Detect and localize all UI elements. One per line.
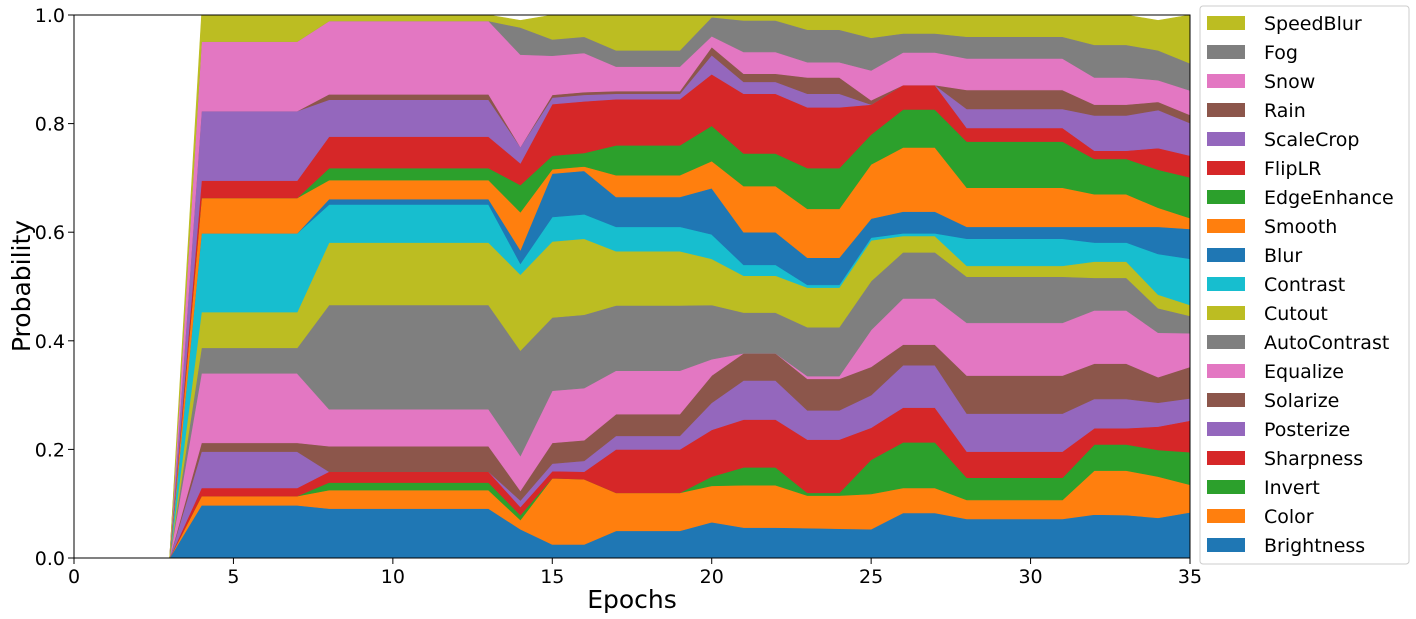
legend-label: Rain: [1264, 100, 1306, 122]
legend-frame: [1199, 5, 1410, 565]
x-tick-label: 0: [68, 566, 80, 588]
legend-swatch: [1207, 393, 1245, 407]
legend-swatch: [1207, 161, 1245, 175]
y-axis: 0.0 0.2 0.4 0.6 0.8 1.0: [35, 5, 74, 570]
legend-swatch: [1207, 480, 1245, 494]
legend: SpeedBlur Fog Snow Rain ScaleCrop FlipLR EdgeE…: [1199, 5, 1410, 565]
x-tick-label: 15: [540, 566, 564, 588]
x-tick-label: 30: [1018, 566, 1042, 588]
y-axis-title: Probability: [7, 220, 36, 352]
x-axis-title: Epochs: [587, 585, 677, 614]
x-tick-label: 20: [700, 566, 724, 588]
legend-label: Posterize: [1264, 419, 1350, 441]
legend-swatch: [1207, 422, 1245, 436]
plot-frame: [73, 14, 1191, 559]
y-tick-label: 1.0: [35, 5, 65, 27]
legend-label: Snow: [1264, 71, 1315, 93]
area-series-group: [169, 14, 1191, 559]
x-tick-label: 5: [227, 566, 239, 588]
legend-label: EdgeEnhance: [1264, 187, 1394, 209]
legend-label: Cutout: [1264, 303, 1328, 325]
legend-swatch: [1207, 248, 1245, 262]
legend-label: Fog: [1264, 42, 1298, 64]
legend-label: Color: [1264, 506, 1314, 528]
y-tick-label: 0.2: [35, 439, 65, 461]
legend-swatch: [1207, 451, 1245, 465]
legend-label: Solarize: [1264, 390, 1339, 412]
legend-swatch: [1207, 509, 1245, 523]
legend-label: Blur: [1264, 245, 1302, 267]
legend-swatch: [1207, 45, 1245, 59]
x-tick-label: 25: [859, 566, 883, 588]
y-tick-label: 0.0: [35, 548, 65, 570]
legend-label: ScaleCrop: [1264, 129, 1359, 151]
legend-swatch: [1207, 74, 1245, 88]
legend-label: AutoContrast: [1264, 332, 1389, 354]
legend-label: Brightness: [1264, 535, 1365, 557]
legend-label: SpeedBlur: [1264, 13, 1362, 35]
legend-swatch: [1207, 277, 1245, 291]
legend-label: Invert: [1264, 477, 1320, 499]
y-tick-label: 0.8: [35, 114, 65, 136]
legend-swatch: [1207, 219, 1245, 233]
y-tick-label: 0.6: [35, 222, 65, 244]
legend-swatch: [1207, 306, 1245, 320]
legend-label: Sharpness: [1264, 448, 1363, 470]
x-tick-label: 10: [381, 566, 405, 588]
legend-swatch: [1207, 335, 1245, 349]
legend-swatch: [1207, 132, 1245, 146]
legend-swatch: [1207, 16, 1245, 30]
x-axis: 0 5 10 15 20 25 30 35: [68, 558, 1202, 588]
legend-swatch: [1207, 190, 1245, 204]
legend-label: Smooth: [1264, 216, 1337, 238]
legend-label: FlipLR: [1264, 158, 1321, 180]
legend-label: Contrast: [1264, 274, 1345, 296]
legend-label: Equalize: [1264, 361, 1344, 383]
y-tick-label: 0.4: [35, 331, 65, 353]
legend-swatch: [1207, 103, 1245, 117]
legend-swatch: [1207, 364, 1245, 378]
x-tick-label: 35: [1178, 566, 1202, 588]
legend-swatch: [1207, 538, 1245, 552]
